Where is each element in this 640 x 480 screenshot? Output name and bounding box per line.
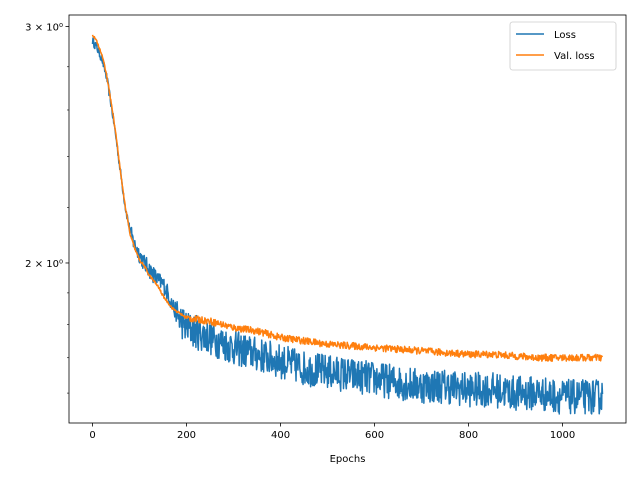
legend-label: Val. loss	[554, 51, 595, 62]
x-tick-label: 400	[271, 430, 290, 441]
axes-frame	[68, 14, 627, 424]
legend-label: Loss	[554, 30, 576, 41]
x-axis-ticks: 0 200 400 600 800 1000	[89, 423, 575, 441]
x-tick-label: 200	[177, 430, 196, 441]
series-line-val-loss	[91, 34, 604, 362]
y-tick-label: 3 × 10⁰	[25, 23, 63, 34]
lines-layer	[91, 34, 604, 415]
y-axis-ticks: 2 × 10⁰ 3 × 10⁰	[25, 23, 69, 394]
x-axis-label: Epochs	[330, 454, 366, 465]
x-tick-label: 1000	[550, 430, 575, 441]
x-tick-label: 0	[89, 430, 95, 441]
x-tick-label: 600	[365, 430, 384, 441]
y-tick-label: 2 × 10⁰	[25, 259, 63, 270]
series-line-loss	[91, 37, 604, 415]
legend: Loss Val. loss	[509, 21, 617, 71]
x-tick-label: 800	[459, 430, 478, 441]
